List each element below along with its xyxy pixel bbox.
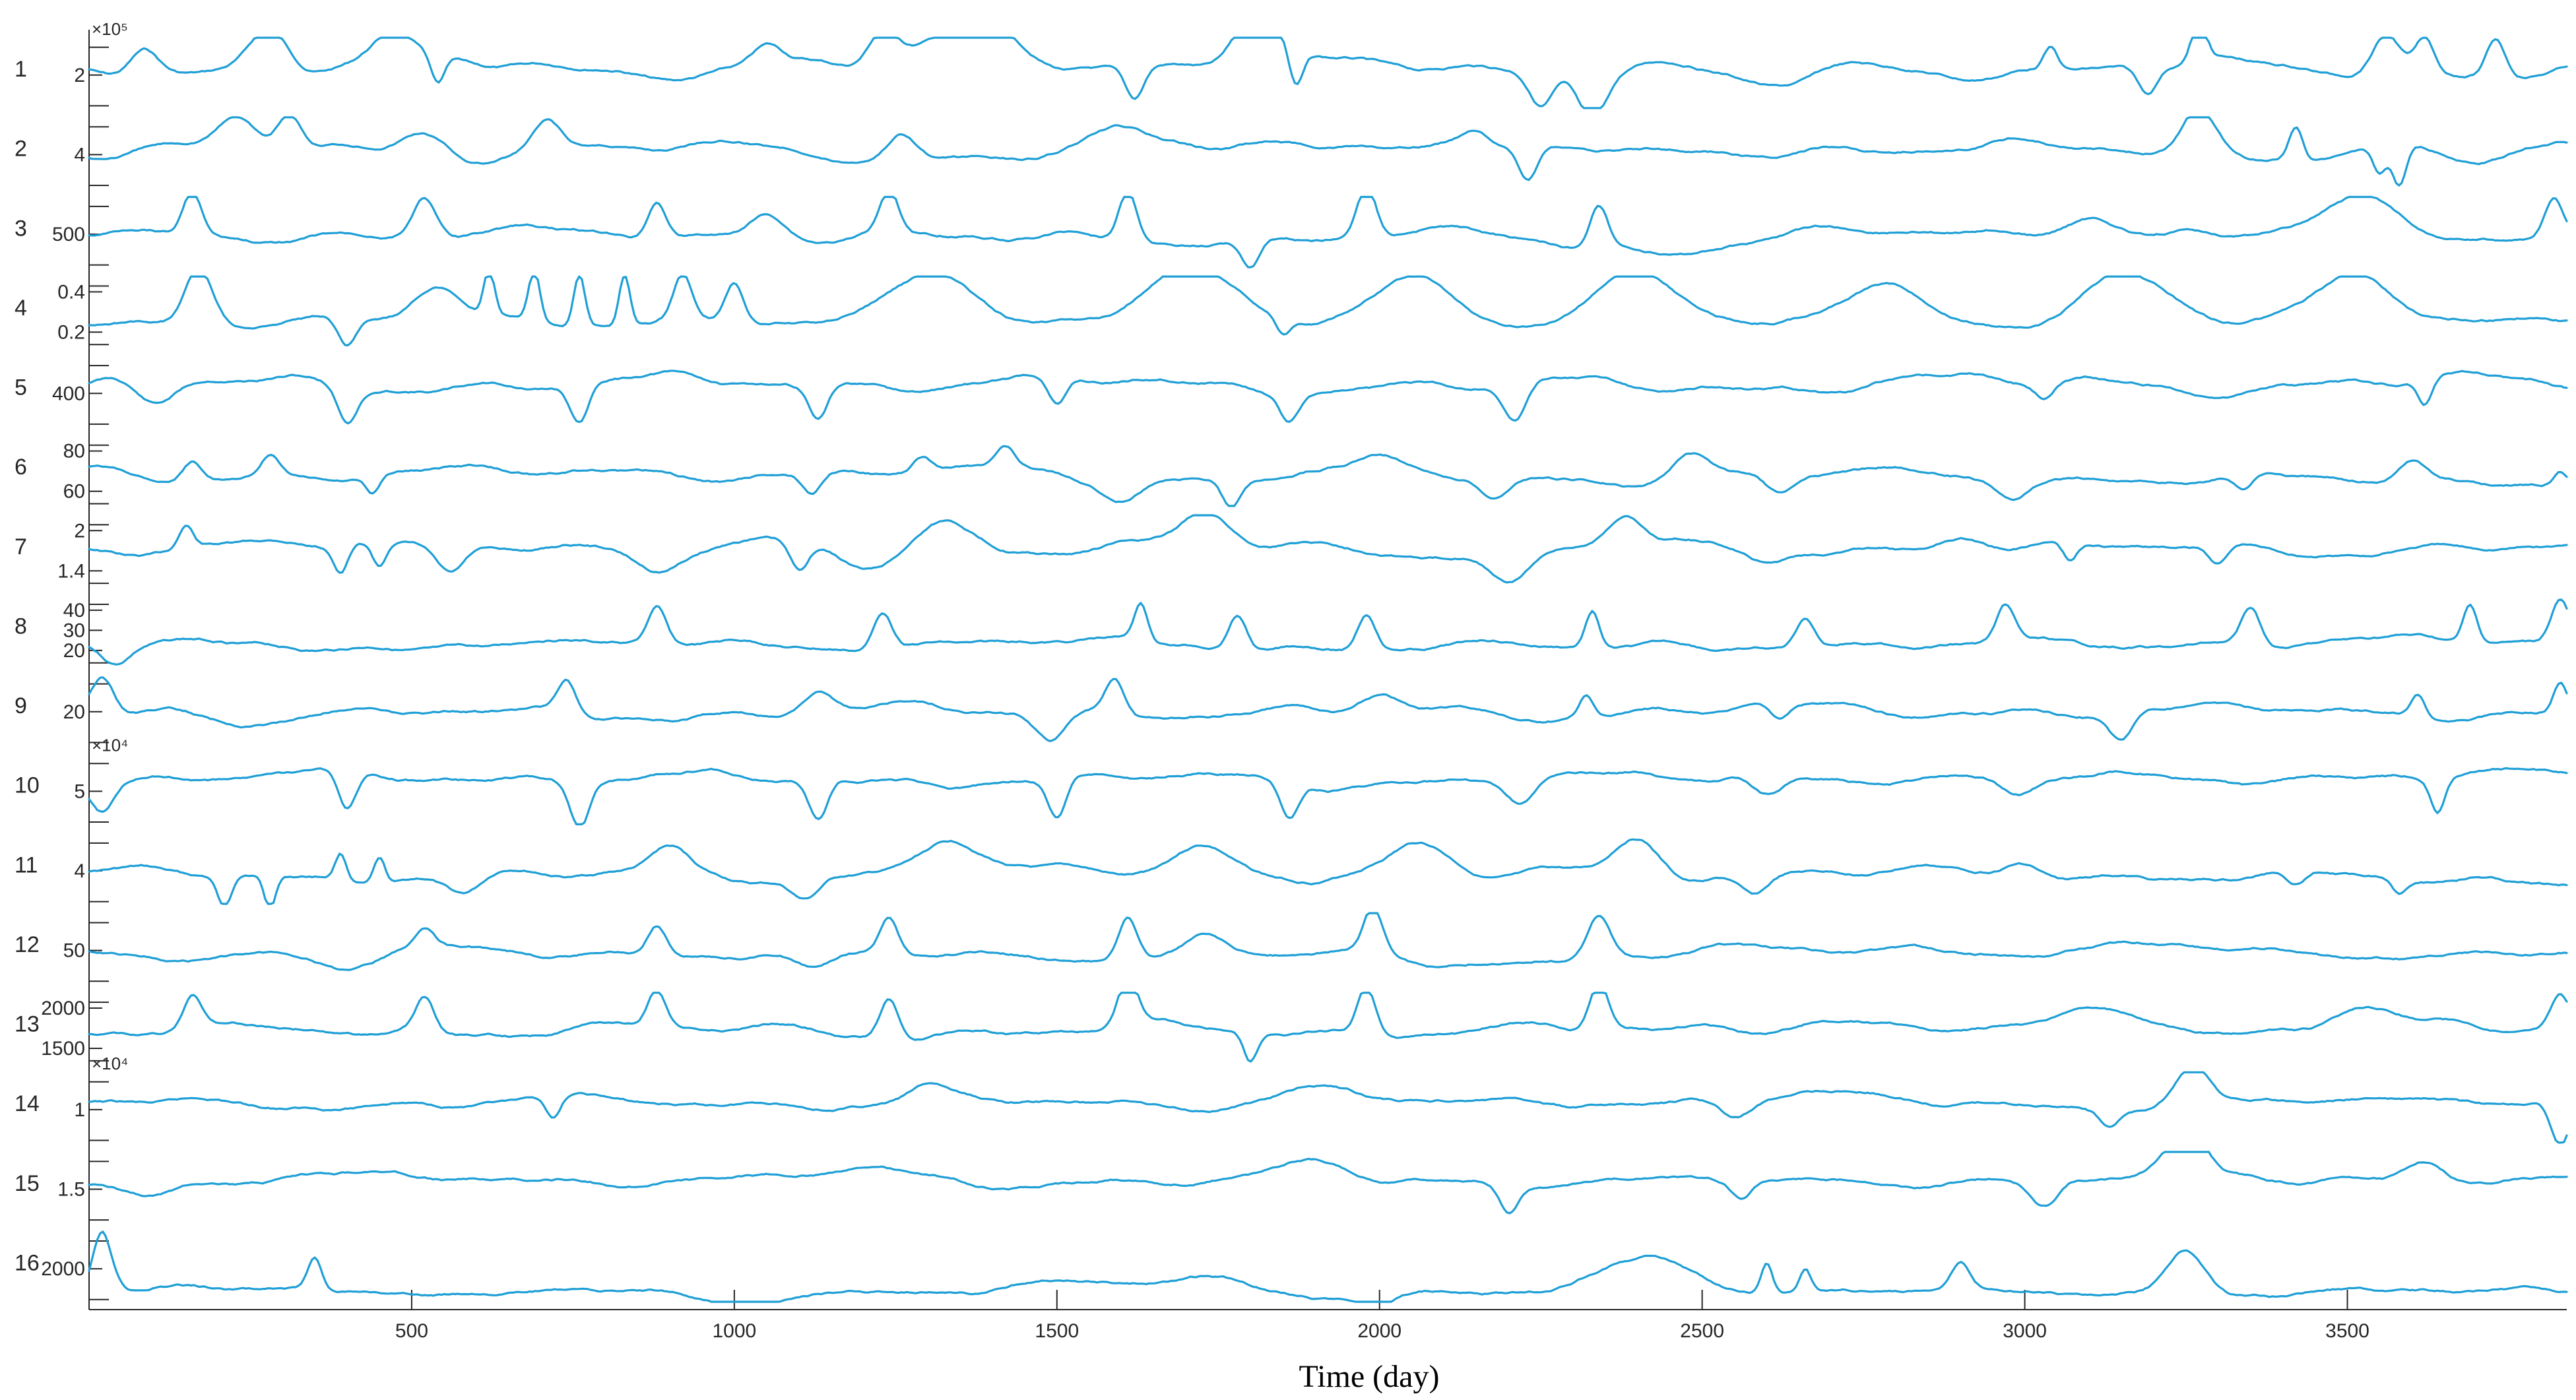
series-line-7 xyxy=(88,514,2568,584)
series-line-14 xyxy=(88,1071,2568,1144)
panel-label: 13 xyxy=(15,1012,40,1037)
series-line-3 xyxy=(88,195,2568,269)
panel-14: 14 1 ×10⁴ xyxy=(15,1054,2568,1144)
panel-label: 2 xyxy=(15,137,27,162)
panel-tick-label: 0.2 xyxy=(57,321,85,343)
panel-label: 5 xyxy=(15,375,27,400)
panel-7: 721.4 xyxy=(15,514,2568,585)
panel-16: 16 2000 xyxy=(15,1230,2568,1303)
panel-tick-label: 80 xyxy=(63,441,85,462)
panel-11: 11 4 xyxy=(15,838,2568,905)
panel-tick-label: 2 xyxy=(74,520,85,542)
panel-5: 5 400 xyxy=(15,365,2568,425)
panel-tick-label: 0.4 xyxy=(57,281,85,303)
panel-label: 11 xyxy=(15,852,38,877)
series-line-5 xyxy=(88,369,2568,425)
panel-12: 12 50 xyxy=(15,912,2568,982)
x-tick-label: 500 xyxy=(395,1320,428,1342)
chart-axes: 500 1000 1500 2000 2500 3000 3500 xyxy=(88,30,2567,1342)
panel-1: 1 2 ×10⁵ xyxy=(15,19,2568,110)
series-line-4 xyxy=(88,275,2568,346)
panel-label: 3 xyxy=(15,216,27,241)
series-line-6 xyxy=(88,445,2568,507)
x-tick-label: 3000 xyxy=(2003,1320,2047,1342)
panel-tick-label: 1 xyxy=(74,1099,85,1121)
panel-label: 15 xyxy=(15,1171,40,1196)
panel-tick-label: 50 xyxy=(63,940,85,962)
panel-exponent-label: ×10⁴ xyxy=(92,1054,128,1073)
panel-3: 3 500 xyxy=(15,195,2568,269)
panel-4: 4 0.4 0.2 xyxy=(15,275,2568,346)
series-line-16 xyxy=(88,1230,2568,1303)
x-tick-label: 1000 xyxy=(712,1320,756,1342)
series-line-13 xyxy=(88,992,2568,1063)
panel-tick-label: 400 xyxy=(52,383,85,404)
panel-tick-label: 5 xyxy=(74,780,85,802)
panel-tick-label: 4 xyxy=(74,860,85,882)
panel-15: 15 1.5 xyxy=(15,1151,2568,1221)
x-tick-label: 1500 xyxy=(1035,1320,1079,1342)
series-line-12 xyxy=(88,912,2568,971)
panel-exponent-label: ×10⁴ xyxy=(92,736,128,755)
panel-tick-label: 1.5 xyxy=(57,1179,85,1201)
panel-tick-label: 20 xyxy=(63,701,85,723)
panel-label: 7 xyxy=(15,534,27,559)
series-line-8 xyxy=(88,598,2568,666)
panel-label: 14 xyxy=(15,1091,40,1116)
panel-label: 6 xyxy=(15,455,27,480)
series-line-9 xyxy=(88,676,2568,742)
x-tick-label: 3500 xyxy=(2325,1320,2369,1342)
panel-tick-label: 1.4 xyxy=(57,560,85,582)
panel-9: 9 20 xyxy=(15,676,2568,744)
series-line-11 xyxy=(88,838,2568,905)
panel-10: 10 5 ×10⁴ xyxy=(15,736,2568,825)
panel-exponent-label: ×10⁵ xyxy=(92,19,128,39)
panel-tick-label: 40 xyxy=(63,600,85,621)
panel-label: 16 xyxy=(15,1250,40,1275)
panel-tick-label: 2000 xyxy=(41,998,85,1019)
panel-label: 4 xyxy=(15,296,27,321)
panel-tick-label: 2000 xyxy=(41,1258,85,1280)
panel-tick-label: 500 xyxy=(52,224,85,245)
panel-label: 12 xyxy=(15,932,40,957)
x-tick-label: 2500 xyxy=(1680,1320,1724,1342)
panel-label: 10 xyxy=(15,773,40,798)
panel-label: 1 xyxy=(15,57,27,82)
panel-label: 9 xyxy=(15,693,27,718)
panel-label: 8 xyxy=(15,614,27,639)
panel-tick-label: 30 xyxy=(63,620,85,641)
panel-6: 6 80 60 xyxy=(15,441,2568,507)
panel-tick-label: 4 xyxy=(74,144,85,166)
series-line-1 xyxy=(88,36,2568,110)
panel-tick-label: 2 xyxy=(74,65,85,86)
series-line-15 xyxy=(88,1151,2568,1215)
x-tick-label: 2000 xyxy=(1357,1320,1401,1342)
series-line-2 xyxy=(88,116,2568,187)
series-line-10 xyxy=(88,767,2568,825)
panel-tick-label: 20 xyxy=(63,640,85,662)
panel-tick-label: 1500 xyxy=(41,1038,85,1060)
panel-tick-label: 60 xyxy=(63,481,85,503)
x-axis-label: Time (day) xyxy=(1299,1359,1440,1394)
